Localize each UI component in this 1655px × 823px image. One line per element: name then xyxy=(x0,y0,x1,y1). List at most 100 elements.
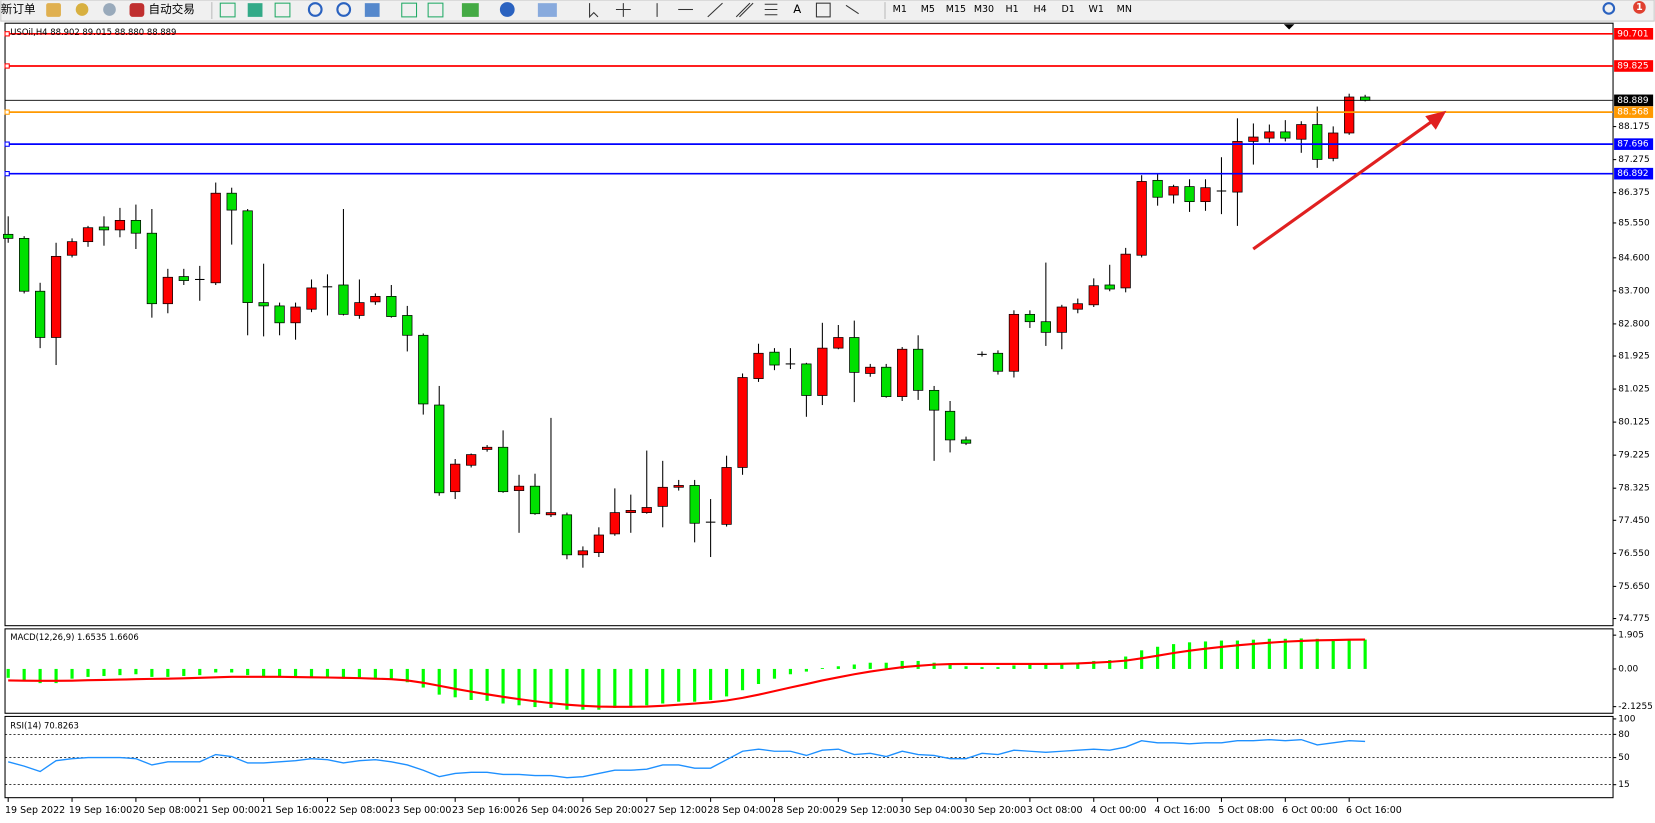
macd-bar xyxy=(948,664,952,669)
timeframe-button[interactable]: M1 xyxy=(893,4,907,15)
x-tick-label: 6 Oct 16:00 xyxy=(1346,805,1402,816)
macd-bar xyxy=(86,668,90,677)
macd-bar xyxy=(549,668,553,708)
candle-body xyxy=(561,514,573,556)
timeframe-button[interactable]: M15 xyxy=(946,4,966,15)
macd-bar xyxy=(166,668,170,677)
timeframe-button[interactable]: MN xyxy=(1117,4,1132,15)
x-tick-label: 19 Sep 16:00 xyxy=(69,805,132,816)
new-order-button[interactable]: 新订单 xyxy=(1,2,36,16)
channel-tool[interactable] xyxy=(735,2,754,18)
icon[interactable] xyxy=(427,2,444,18)
macd-bar xyxy=(964,666,968,669)
macd-bar xyxy=(645,668,649,706)
macd-bar xyxy=(1267,638,1271,669)
timeframe-button[interactable]: W1 xyxy=(1089,4,1104,15)
icon[interactable] xyxy=(401,2,418,18)
y-tick-label: 84.600 xyxy=(1618,253,1650,263)
candle-body xyxy=(242,210,253,303)
macd-bar xyxy=(1076,662,1080,669)
candle-body xyxy=(466,454,477,466)
candle-body xyxy=(753,352,764,379)
level-price-label: 87.696 xyxy=(1617,140,1649,150)
y-tick-label: 81.025 xyxy=(1618,385,1649,395)
level-price-box xyxy=(1614,106,1654,118)
macd-bar xyxy=(517,668,521,706)
notification-count[interactable]: 1 xyxy=(1636,2,1643,13)
trendline-tool[interactable] xyxy=(707,2,723,18)
icon[interactable] xyxy=(46,3,61,17)
crosshair-tool[interactable] xyxy=(615,3,631,17)
candle-body xyxy=(258,302,269,307)
macd-bar xyxy=(22,668,26,681)
timeframe-button[interactable]: D1 xyxy=(1062,4,1075,15)
plot: 88.175 87.275 86.375 85.550 84.600 83.700 82.8… xyxy=(3,28,1654,816)
zoom-in[interactable] xyxy=(307,2,323,17)
auto-trading-button[interactable]: 自动交易 xyxy=(149,2,195,16)
fibo-tool[interactable] xyxy=(764,3,778,16)
candle-body xyxy=(66,241,78,256)
macd-bar xyxy=(1187,642,1192,669)
annotation-arrow xyxy=(1252,115,1439,251)
candle-body xyxy=(897,348,908,397)
macd-bar xyxy=(405,668,409,683)
macd-bar xyxy=(1299,638,1303,669)
icon[interactable] xyxy=(103,3,116,16)
shift-marker xyxy=(1283,24,1295,30)
toolbar xyxy=(0,0,1655,22)
x-tick-label: 5 Oct 08:00 xyxy=(1218,805,1274,816)
x-tick-label: 30 Sep 04:00 xyxy=(899,805,962,816)
macd-bar xyxy=(373,668,377,679)
y-tick-label: 82.800 xyxy=(1618,319,1650,329)
x-tick-label: 23 Sep 16:00 xyxy=(452,805,515,816)
candle-body xyxy=(1296,124,1307,140)
last-price-label: 88.889 xyxy=(1617,96,1649,106)
timeframe-button[interactable]: H1 xyxy=(1005,4,1018,15)
candle-body xyxy=(657,486,668,507)
candle-body xyxy=(1008,313,1020,372)
y-tick-label: 83.700 xyxy=(1618,286,1650,296)
candle-body xyxy=(306,287,317,310)
icon[interactable] xyxy=(461,3,479,17)
candle-body xyxy=(1328,132,1339,159)
x-tick-label: 26 Sep 04:00 xyxy=(516,805,579,816)
icon[interactable] xyxy=(499,2,515,17)
macd-bar xyxy=(1156,646,1160,669)
zoom-out[interactable] xyxy=(336,2,352,17)
text-tool[interactable]: A xyxy=(793,2,801,16)
x-tick-label: 22 Sep 08:00 xyxy=(324,805,387,816)
search-icon[interactable] xyxy=(1602,2,1616,15)
icon[interactable] xyxy=(274,2,291,18)
macd-bar xyxy=(70,668,74,679)
timeframe-button[interactable]: M5 xyxy=(921,4,935,15)
candle-body xyxy=(1264,131,1275,139)
macd-bar xyxy=(277,668,282,677)
candle-body xyxy=(545,512,557,516)
macd-bar xyxy=(804,668,808,672)
macd-bar xyxy=(724,668,729,697)
label-tool[interactable] xyxy=(815,2,831,18)
notification-badge[interactable] xyxy=(1633,1,1646,14)
rsi-title: RSI(14) 70.8263 xyxy=(10,720,79,730)
timeframe-button[interactable]: M30 xyxy=(974,4,994,15)
macd-bar xyxy=(485,668,489,701)
candle-body xyxy=(338,284,349,315)
candle-body xyxy=(497,446,509,493)
candle-body xyxy=(1344,96,1355,134)
timeframe-button[interactable]: H4 xyxy=(1034,4,1047,15)
icon[interactable] xyxy=(219,2,236,18)
candle-body xyxy=(529,485,541,515)
icon[interactable] xyxy=(364,3,380,17)
icon[interactable] xyxy=(75,3,89,16)
macd-bar xyxy=(1092,660,1096,669)
icon[interactable] xyxy=(247,3,263,17)
icon[interactable] xyxy=(537,3,557,17)
macd-bar xyxy=(693,668,697,702)
x-tick-label: 6 Oct 00:00 xyxy=(1282,805,1338,816)
auto-trading-icon[interactable] xyxy=(129,3,145,17)
cursor-tool[interactable] xyxy=(589,3,599,19)
main-chart-area xyxy=(4,22,1614,627)
x-tick-label: 3 Oct 08:00 xyxy=(1027,805,1083,816)
arrow-tool[interactable] xyxy=(845,4,859,15)
candle-body xyxy=(992,352,1004,372)
